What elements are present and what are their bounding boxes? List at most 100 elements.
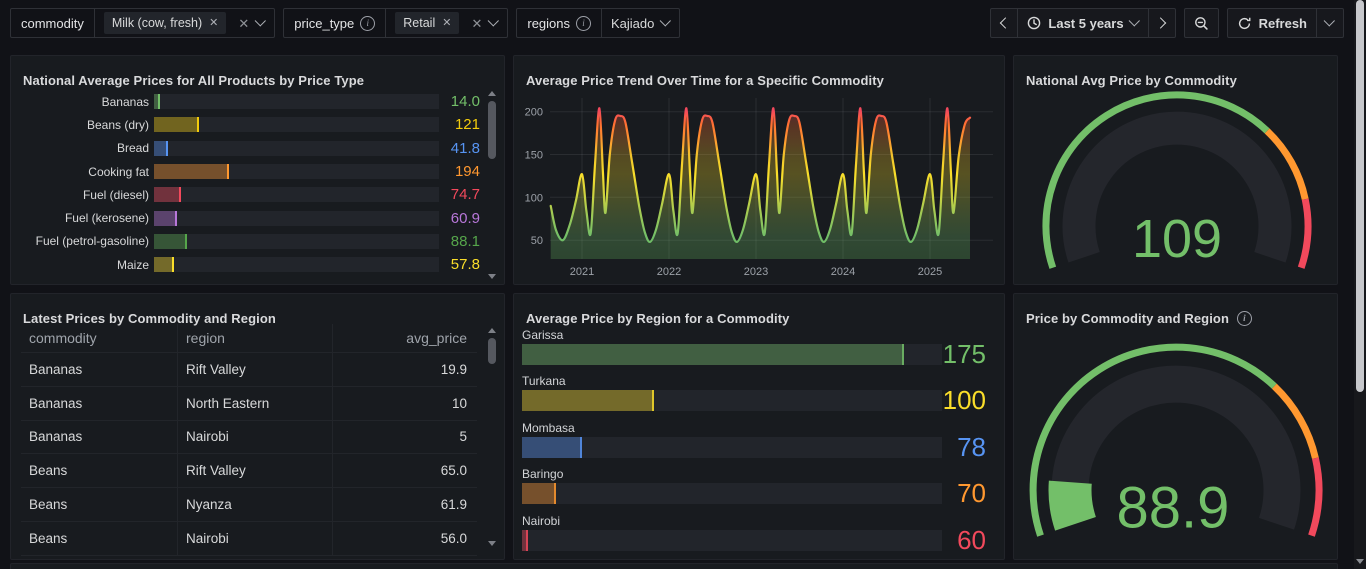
cell-commodity: Beans — [21, 488, 178, 521]
bar-value: 194 — [439, 163, 480, 180]
variable-commodity: commodity Milk (cow, fresh) ✕ ✕ — [10, 8, 275, 38]
bar-label: Beans (dry) — [31, 118, 154, 132]
bar-track — [154, 94, 439, 109]
cell-avg-price: 61.9 — [333, 488, 477, 521]
panel-title[interactable]: Average Price by Region for a Commodity — [526, 311, 789, 326]
cell-commodity: Bananas — [21, 387, 178, 420]
bar-track — [522, 390, 942, 411]
bar-value: 175 — [943, 338, 986, 370]
column-header-region[interactable]: region — [178, 324, 333, 352]
bar-value: 70 — [957, 477, 986, 509]
scrollbar-thumb[interactable] — [1356, 0, 1364, 392]
chip-text: Retail — [403, 16, 435, 30]
cell-region: North Eastern — [178, 387, 333, 420]
dashboard-submenu: commodity Milk (cow, fresh) ✕ ✕ price_ty… — [10, 8, 1344, 38]
bar-fill — [154, 141, 168, 156]
column-header-avg-price[interactable]: avg_price — [333, 324, 477, 352]
panel-national-avg-gauge: National Avg Price by Commodity 109 — [1013, 55, 1338, 285]
panel-title[interactable]: National Average Prices for All Products… — [23, 73, 364, 88]
scroll-up-icon[interactable] — [488, 91, 496, 96]
bar-label: Bananas — [31, 95, 154, 109]
bar-gauge-row: Fuel (petrol-gasoline)88.1 — [31, 230, 480, 253]
bar-fill — [154, 187, 181, 202]
variable-regions-label: regions i — [517, 9, 602, 37]
scroll-down-icon[interactable] — [488, 541, 496, 546]
cell-region: Nairobi — [178, 522, 333, 555]
page-scrollbar[interactable] — [1354, 0, 1366, 569]
time-range-picker-button[interactable]: Last 5 years — [1017, 8, 1148, 38]
bar-label: Mombasa — [522, 420, 1004, 436]
gauge-value-arc — [1070, 482, 1075, 524]
bar-gauge-row: Maize57.8 — [31, 253, 480, 276]
gauge-chart: 88.9 — [1014, 296, 1337, 559]
y-axis-tick-label: 200 — [525, 107, 543, 119]
scroll-down-icon[interactable] — [488, 274, 496, 279]
column-header-commodity[interactable]: commodity — [21, 324, 178, 352]
cell-avg-price: 65.0 — [333, 454, 477, 487]
cell-region: Nyanza — [178, 488, 333, 521]
bar-value: 121 — [439, 116, 480, 133]
panel-scrollbar[interactable] — [487, 326, 497, 548]
selected-value-text: Kajiado — [611, 16, 654, 31]
gauge-chart: 109 — [1014, 58, 1337, 284]
scroll-down-icon[interactable] — [1356, 559, 1364, 564]
chevron-down-icon[interactable] — [660, 15, 671, 26]
bar-label: Cooking fat — [31, 165, 154, 179]
chevron-down-icon — [1128, 15, 1139, 26]
table-row: BananasNairobi5 — [21, 421, 477, 455]
x-axis-tick-label: 2025 — [918, 266, 942, 278]
clear-selection-icon[interactable]: ✕ — [471, 17, 482, 30]
bar-value: 41.8 — [439, 140, 480, 157]
bar-label: Bread — [31, 141, 154, 155]
variable-label-text: regions — [527, 16, 570, 31]
time-shift-back-button[interactable] — [990, 8, 1018, 38]
bar-fill — [154, 257, 174, 272]
chevron-down-icon — [1324, 15, 1335, 26]
bar-value: 78 — [957, 431, 986, 463]
data-table: commodityregionavg_priceBananasRift Vall… — [21, 324, 477, 556]
table-header-row: commodityregionavg_price — [21, 324, 477, 353]
selected-value-chip[interactable]: Retail ✕ — [395, 12, 459, 34]
variable-price-type-label: price_type i — [284, 9, 386, 37]
variable-label-text: commodity — [21, 16, 84, 31]
bar-label: Garissa — [522, 327, 1004, 343]
bar-track — [522, 437, 942, 458]
zoom-out-icon — [1194, 16, 1209, 31]
bar-gauge-row: Turkana100 — [522, 373, 1004, 419]
scrollbar-thumb[interactable] — [488, 338, 496, 364]
info-icon[interactable]: i — [576, 16, 591, 31]
chevron-right-icon — [1155, 17, 1166, 28]
y-axis-tick-label: 150 — [525, 150, 543, 162]
cell-region: Nairobi — [178, 421, 333, 454]
bar-label: Fuel (petrol-gasoline) — [31, 234, 154, 248]
bar-gauge-row: Nairobi60 — [522, 513, 1004, 559]
refresh-group: Refresh — [1227, 8, 1344, 38]
refresh-button[interactable]: Refresh — [1227, 8, 1317, 38]
bar-track — [154, 187, 439, 202]
panel-price-trend: Average Price Trend Over Time for a Spec… — [513, 55, 1005, 285]
clear-selection-icon[interactable]: ✕ — [238, 17, 249, 30]
variable-regions-select[interactable]: Kajiado — [602, 9, 679, 37]
gauge-value-text: 88.9 — [1117, 476, 1230, 541]
info-icon[interactable]: i — [360, 16, 375, 31]
zoom-out-time-button[interactable] — [1184, 8, 1219, 38]
variable-commodity-select[interactable]: Milk (cow, fresh) ✕ ✕ — [95, 9, 274, 37]
chevron-down-icon[interactable] — [488, 15, 499, 26]
bar-track — [154, 141, 439, 156]
refresh-interval-dropdown[interactable] — [1316, 8, 1344, 38]
variable-price-type-select[interactable]: Retail ✕ ✕ — [386, 9, 507, 37]
remove-value-icon[interactable]: ✕ — [442, 18, 451, 29]
bar-value: 100 — [943, 384, 986, 416]
bar-gauge-row: Bananas14.0 — [31, 90, 480, 113]
scrollbar-thumb[interactable] — [488, 101, 496, 159]
remove-value-icon[interactable]: ✕ — [209, 18, 218, 29]
bar-label: Fuel (diesel) — [31, 188, 154, 202]
selected-value-chip[interactable]: Milk (cow, fresh) ✕ — [104, 12, 227, 34]
panel-scrollbar[interactable] — [487, 89, 497, 281]
scroll-up-icon[interactable] — [488, 328, 496, 333]
time-shift-forward-button[interactable] — [1148, 8, 1176, 38]
bar-fill — [522, 437, 582, 458]
chevron-down-icon[interactable] — [255, 15, 266, 26]
time-controls: Last 5 years Refresh — [990, 8, 1344, 38]
refresh-icon — [1237, 16, 1252, 31]
